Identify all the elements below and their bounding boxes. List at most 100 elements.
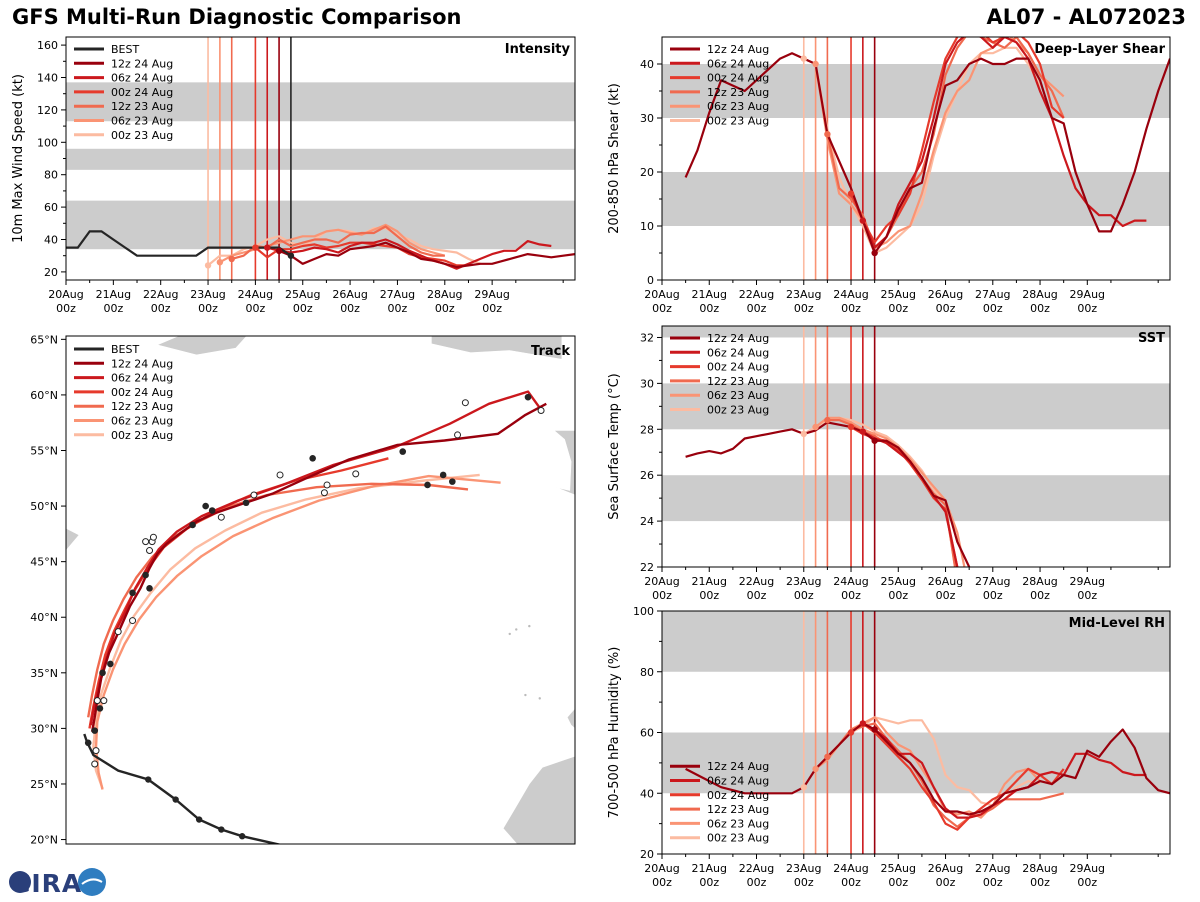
init-marker [264, 244, 271, 251]
x-tick-sublabel: 00z [841, 589, 861, 602]
x-tick-sublabel: 00z [888, 302, 908, 315]
x-tick-label: 28Aug [1022, 575, 1057, 588]
lat-tick-label: 65°N [30, 333, 58, 346]
x-tick-label: 20Aug [644, 288, 679, 301]
track-marker-open [537, 406, 545, 414]
threshold-band [66, 82, 575, 122]
x-tick-sublabel: 00z [699, 876, 719, 889]
track-marker-filled [449, 478, 456, 485]
legend-label: 06z 24 Aug [111, 72, 173, 85]
track-marker-open [250, 491, 258, 499]
threshold-band [662, 64, 1170, 118]
x-tick-label: 21Aug [96, 288, 131, 301]
legend-label: 00z 23 Aug [707, 832, 769, 845]
track-marker-open [100, 697, 108, 705]
x-tick-sublabel: 00z [841, 302, 861, 315]
y-tick-label: 120 [37, 104, 58, 117]
cira-logo-globe [9, 871, 31, 893]
lat-tick-label: 25°N [30, 778, 58, 791]
x-tick-label: 25Aug [881, 288, 916, 301]
y-tick-label: 24 [640, 515, 654, 528]
track-marker-open [217, 513, 225, 521]
legend-label: BEST [111, 343, 139, 356]
x-tick-sublabel: 00z [1030, 876, 1050, 889]
legend-label: 06z 24 Aug [707, 346, 769, 359]
series-line [266, 238, 552, 270]
track-marker-open [149, 533, 157, 541]
y-tick-label: 20 [640, 166, 654, 179]
island [528, 624, 531, 628]
init-marker [204, 262, 212, 269]
lat-tick-label: 45°N [30, 556, 58, 569]
x-tick-sublabel: 00z [983, 876, 1003, 889]
legend-label: 00z 24 Aug [111, 86, 173, 99]
init-marker [847, 190, 855, 197]
y-tick-label: 26 [640, 469, 654, 482]
legend-label: 12z 23 Aug [707, 375, 769, 388]
panel-title: Mid-Level RH [1069, 616, 1165, 631]
best-marker [238, 833, 246, 840]
init-marker [824, 131, 831, 138]
y-tick-label: 100 [633, 605, 654, 618]
land-mass [566, 707, 575, 729]
legend-label: 12z 23 Aug [111, 100, 173, 113]
track-map: 20°N 25°N 30°N 35°N 40°N 45°N 50°N 55°N 60°N 65°N… [30, 333, 576, 847]
track-marker-filled [189, 521, 196, 529]
x-tick-sublabel: 00z [246, 302, 266, 315]
track-marker-open [93, 697, 101, 705]
x-tick-label: 27Aug [380, 288, 415, 301]
y-tick-label: 0 [647, 274, 654, 287]
track-marker-open [129, 617, 137, 625]
init-marker [871, 437, 878, 444]
y-tick-label: 30 [640, 377, 654, 390]
legend-label: 06z 24 Aug [111, 372, 173, 385]
threshold-band [66, 200, 575, 250]
legend-label: 06z 23 Aug [707, 389, 769, 402]
cira-logo-text: CIRA [12, 869, 82, 898]
x-tick-label: 20Aug [644, 862, 679, 875]
x-tick-sublabel: 00z [699, 589, 719, 602]
x-tick-label: 29Aug [474, 288, 509, 301]
x-tick-sublabel: 00z [747, 589, 767, 602]
x-tick-sublabel: 00z [699, 302, 719, 315]
x-tick-sublabel: 00z [794, 302, 814, 315]
lat-tick-label: 40°N [30, 611, 58, 624]
x-tick-sublabel: 00z [198, 302, 218, 315]
x-tick-label: 25Aug [285, 288, 320, 301]
x-tick-label: 26Aug [332, 288, 367, 301]
x-tick-label: 24Aug [833, 575, 868, 588]
x-tick-sublabel: 00z [56, 302, 76, 315]
best-track-line [66, 230, 292, 257]
best-marker [145, 776, 152, 783]
x-tick-label: 21Aug [692, 288, 727, 301]
y-axis-label: 200-850 hPa Shear (kt) [607, 83, 622, 234]
x-tick-label: 22Aug [739, 862, 774, 875]
lat-tick-label: 60°N [30, 389, 58, 402]
plot-area [685, 716, 1170, 831]
init-marker [859, 217, 867, 224]
track-line [94, 474, 501, 790]
y-tick-label: 160 [37, 39, 58, 52]
plot-area [66, 223, 575, 270]
x-tick-sublabel: 00z [936, 876, 956, 889]
x-tick-sublabel: 00z [747, 302, 767, 315]
x-tick-sublabel: 00z [652, 302, 672, 315]
x-tick-label: 29Aug [1070, 288, 1105, 301]
init-marker [812, 60, 819, 68]
track-line [90, 402, 547, 732]
y-tick-label: 20 [44, 266, 58, 279]
legend-label: 06z 24 Aug [707, 57, 769, 70]
threshold-band [662, 383, 1170, 430]
y-axis-label: 700-500 hPa Humidity (%) [607, 647, 622, 819]
map-frame [65, 335, 576, 845]
x-tick-sublabel: 00z [151, 302, 171, 315]
legend-label: 06z 23 Aug [111, 115, 173, 128]
series-line [850, 722, 1065, 831]
x-tick-sublabel: 00z [435, 302, 455, 315]
y-tick-label: 40 [640, 58, 654, 71]
series-line [861, 37, 1147, 249]
track-marker-filled [524, 393, 532, 401]
